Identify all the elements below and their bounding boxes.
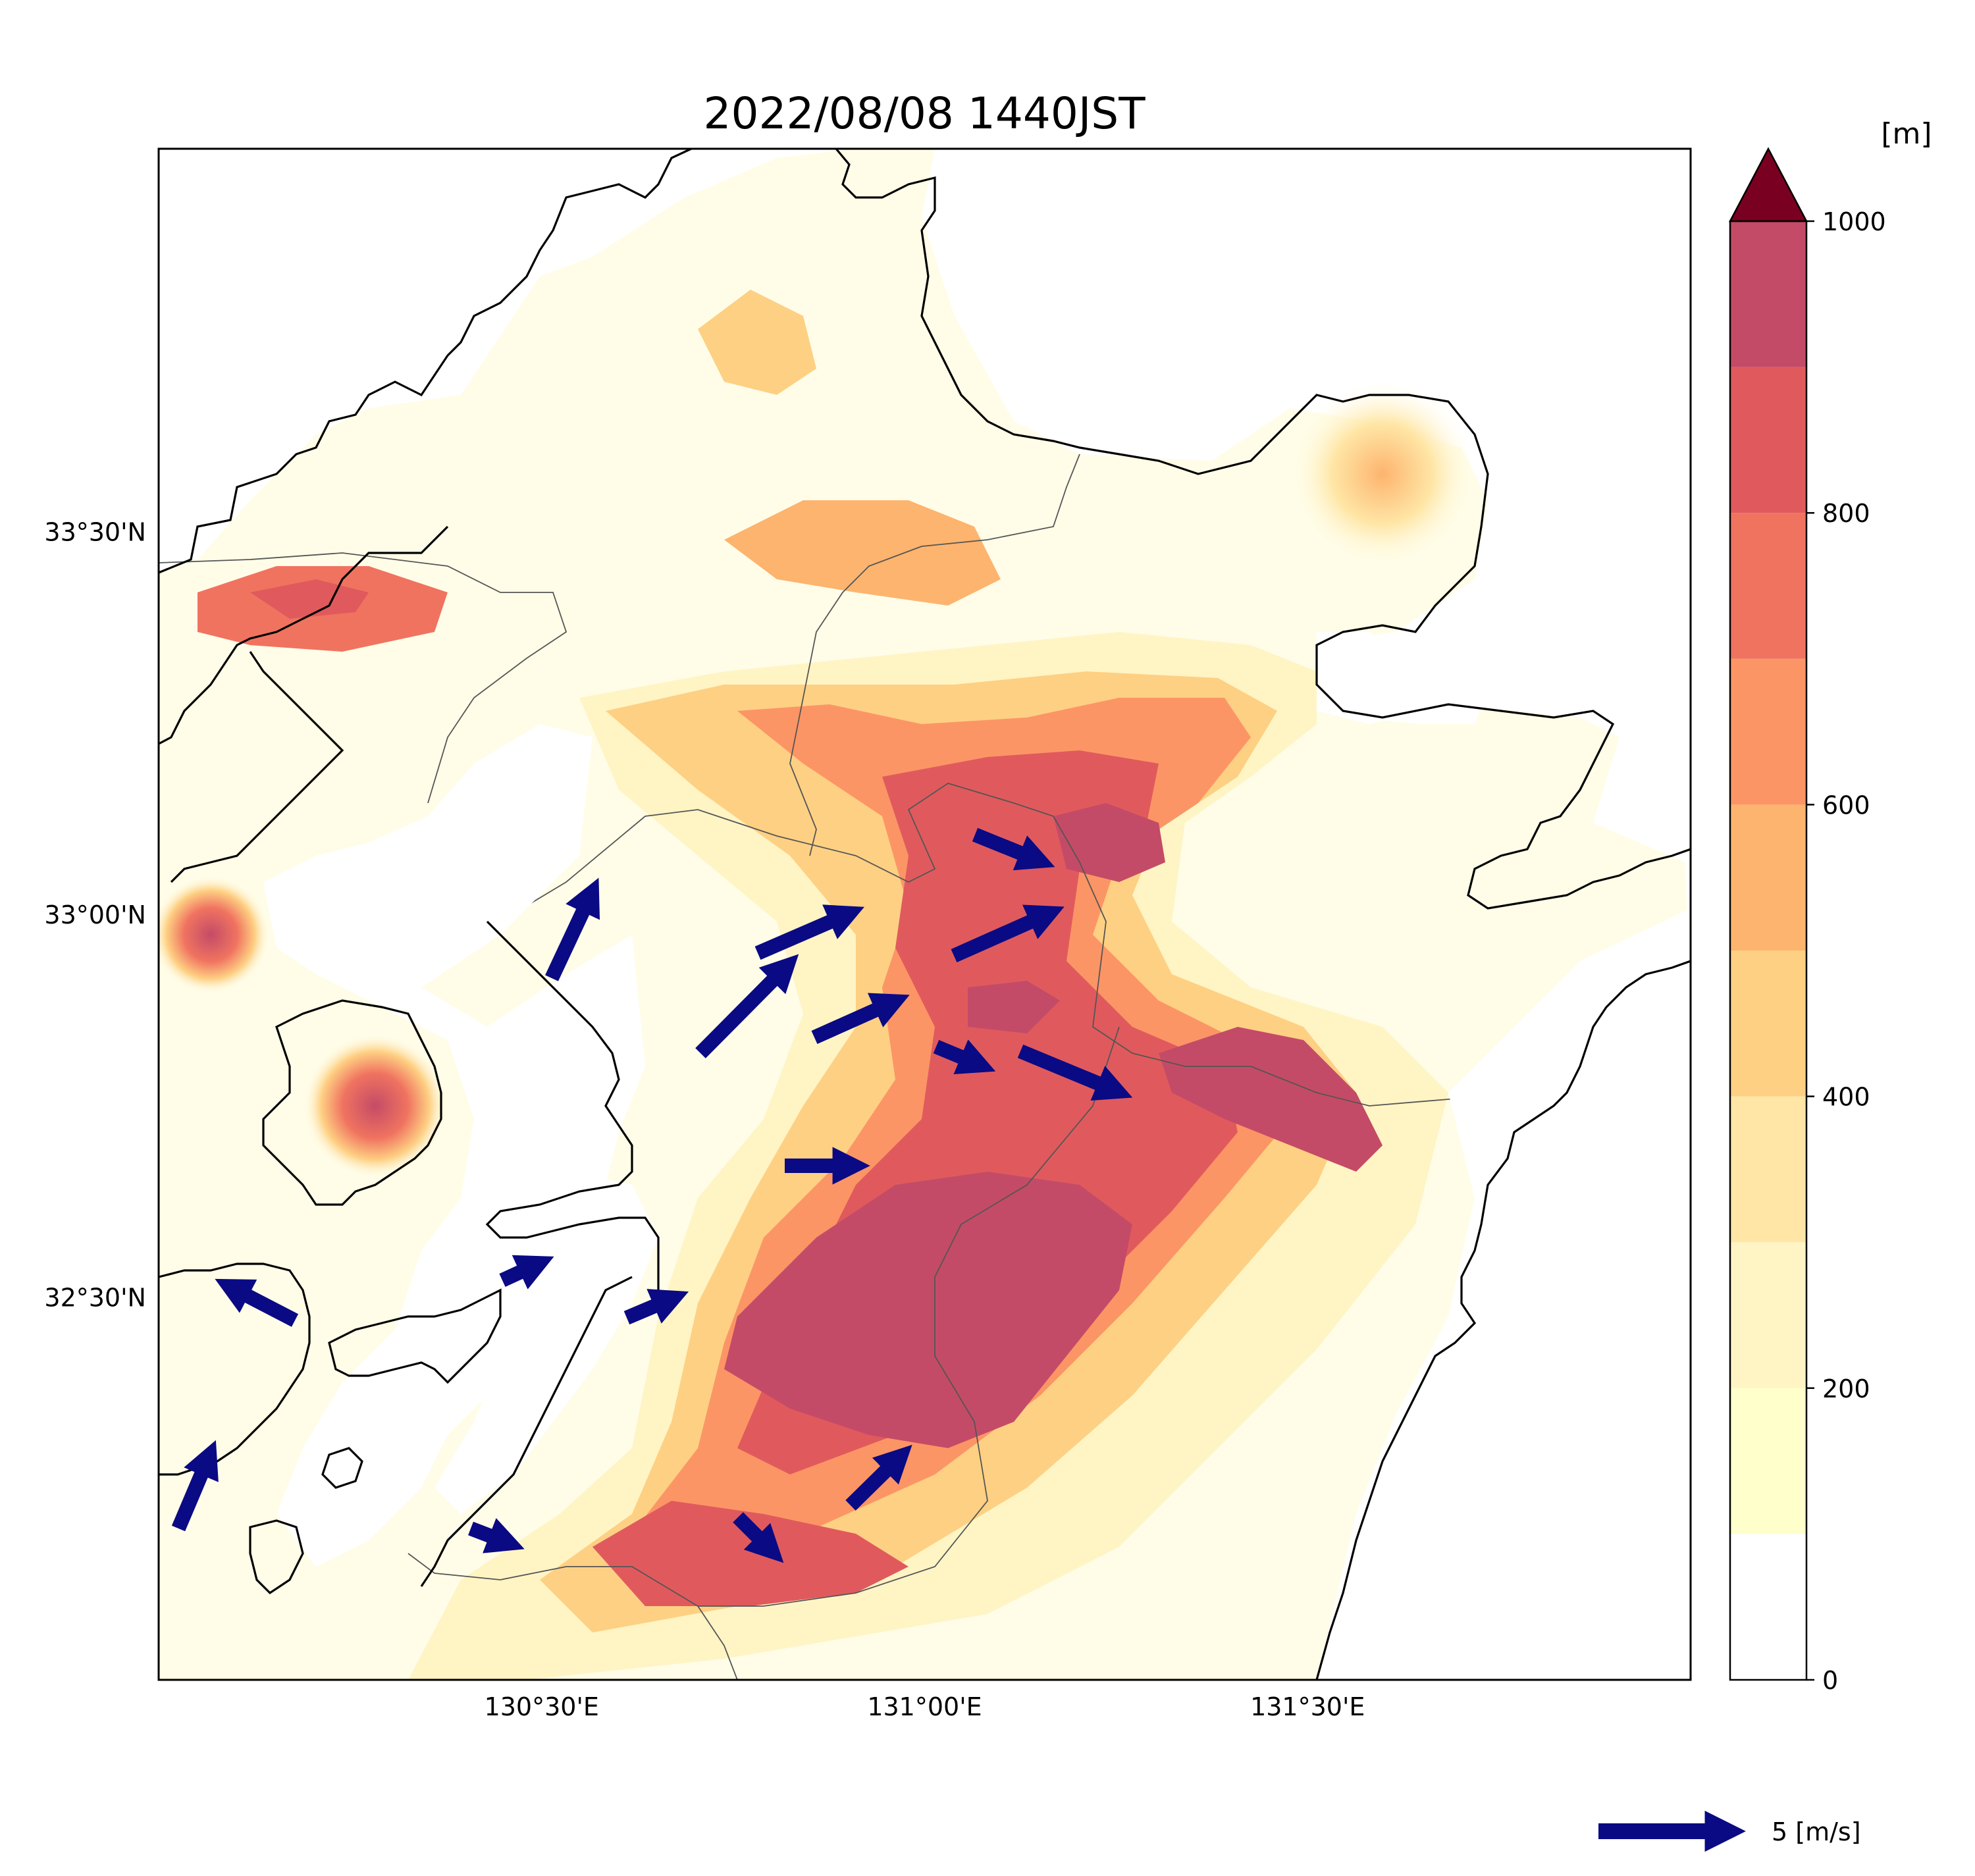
colorbar-bands — [1730, 221, 1806, 1680]
colorbar-frame — [1729, 220, 1808, 1681]
land-west-peninsula — [159, 560, 500, 902]
coast-small-island-2 — [321, 1447, 363, 1489]
wind-arrow — [951, 904, 1065, 963]
colorbar-tick-label: 800 — [1822, 499, 1870, 528]
coast-west-peninsula — [159, 525, 449, 745]
colorbar-band — [1730, 1388, 1806, 1534]
wind-vectors — [171, 827, 1133, 1563]
coast-shimabara — [262, 999, 442, 1206]
colorbar-tick-labels: 0 200 400 600 800 1000 — [1806, 207, 1886, 1695]
prefecture-boundaries — [159, 454, 1594, 1680]
wind-arrow — [933, 1039, 996, 1074]
wind-arrow — [811, 993, 910, 1045]
terrain-peak-kuju — [1159, 1027, 1382, 1172]
terrain-west-ridge-core — [250, 579, 369, 619]
latitude-tick-labels: 33°30'N 33°00'N 32°30'N — [44, 518, 146, 1313]
map-frame — [157, 147, 1692, 1681]
colorbar-tick-label: 1000 — [1822, 207, 1886, 236]
wind-arrow — [733, 1512, 784, 1563]
colorbar-band — [1730, 804, 1806, 951]
colorbar-band — [1730, 1242, 1806, 1388]
sea-beppu-bay — [1317, 632, 1488, 724]
longitude-tick-labels: 130°30'E 131°00'E 131°30'E — [485, 1692, 1365, 1721]
wind-arrow — [545, 877, 600, 981]
boundary-line-2 — [789, 454, 1080, 856]
colorbar-band — [1730, 951, 1806, 1097]
wind-arrow — [623, 1289, 689, 1325]
terrain-west-hill — [159, 875, 270, 994]
colorbar-unit-label: [m] — [1881, 117, 1932, 151]
colorbar-extend-triangle — [1728, 147, 1808, 222]
wind-arrow — [1017, 1044, 1133, 1101]
colorbar-band — [1730, 658, 1806, 805]
sea-areas — [159, 149, 1691, 1680]
wind-arrow — [695, 954, 799, 1058]
colorbar-tick-label: 600 — [1822, 791, 1870, 820]
coast-north — [159, 149, 692, 574]
sea-yatsushiro — [434, 1172, 658, 1514]
wind-arrow — [845, 1444, 912, 1511]
map-panel: 130°30'E 131°00'E 131°30'E 33°30'N33°00'N3… — [44, 147, 1692, 1721]
latitude-tick-label: 33°00'N — [44, 900, 146, 929]
terrain-peak-kyushu-mts — [724, 1172, 1132, 1448]
sea-ariake — [263, 724, 645, 1567]
coast-small-island-1 — [249, 1519, 304, 1595]
sea-north — [159, 149, 658, 527]
boundary-line-1 — [159, 552, 567, 804]
coast-north-2 — [835, 149, 1691, 910]
colorbar-band — [1730, 513, 1806, 659]
map-title: 2022/08/08 1440JST — [703, 88, 1146, 139]
colorbar-band — [1730, 1534, 1806, 1680]
coast-yatsushiro — [420, 1276, 633, 1587]
colorbar-band — [1730, 1096, 1806, 1243]
wind-arrow — [499, 1255, 554, 1290]
wind-reference-key: 5 [m/s] — [1598, 1810, 1861, 1852]
coast-east — [1315, 960, 1691, 1680]
sea-east — [1317, 908, 1691, 1680]
colorbar-tick-label: 0 — [1822, 1666, 1838, 1695]
wind-reference-label: 5 [m/s] — [1772, 1817, 1861, 1846]
wind-arrow — [972, 827, 1055, 871]
colorbar-band — [1730, 367, 1806, 513]
wind-arrow — [215, 1278, 299, 1327]
coast-uto — [328, 1288, 502, 1384]
coast-ariake-east — [485, 920, 660, 1290]
colorbar-tick-label: 400 — [1822, 1083, 1870, 1112]
wind-arrow — [171, 1440, 219, 1532]
terrain-north-ridge — [724, 500, 1001, 606]
wind-arrow — [754, 904, 864, 960]
colorbar-tick-label: 200 — [1822, 1374, 1870, 1403]
terrain-unzen — [303, 1033, 448, 1178]
boundary-line-3 — [500, 783, 1594, 1120]
terrain-ring-crater — [968, 981, 1060, 1033]
terrain-peak-aso — [1053, 803, 1165, 882]
longitude-tick-label: 131°30'E — [1250, 1692, 1365, 1721]
longitude-tick-label: 130°30'E — [485, 1692, 599, 1721]
terrain-north-ridge-2 — [698, 290, 816, 395]
latitude-tick-label: 32°30'N — [44, 1284, 146, 1313]
boundary-line-4 — [408, 1026, 1120, 1607]
coast-peninsula-west — [170, 651, 344, 883]
wind-arrow — [468, 1518, 525, 1553]
boundary-line-5 — [697, 1605, 738, 1680]
latitude-tick-label: 33°30'N — [44, 518, 146, 547]
longitude-tick-label: 131°00'E — [867, 1692, 982, 1721]
elevation-colorbar: 0 200 400 600 800 1000 [m] — [1728, 117, 1932, 1695]
terrain-volcano-northeast — [1290, 382, 1475, 566]
colorbar-band — [1730, 221, 1806, 367]
